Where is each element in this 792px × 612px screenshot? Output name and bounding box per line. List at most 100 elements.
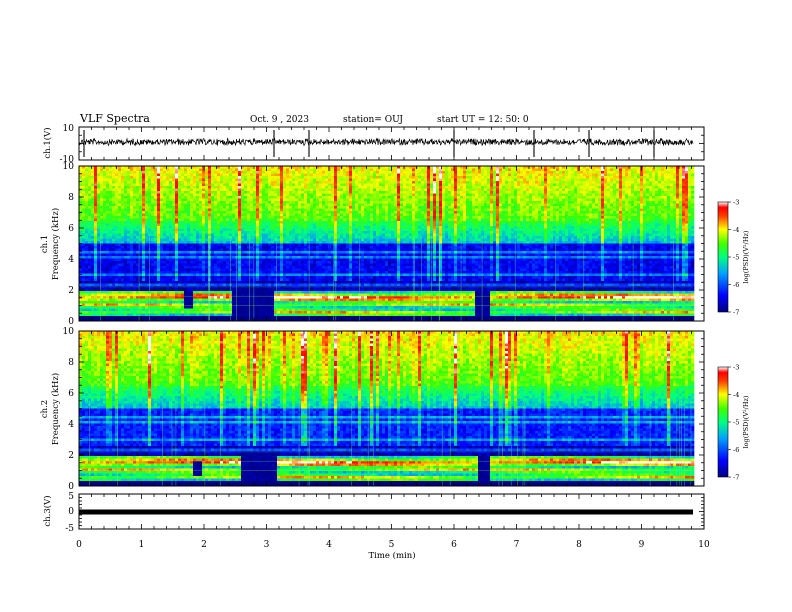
- spectrogram-cell: [259, 201, 263, 204]
- spectrogram-cell: [139, 186, 143, 189]
- spectrogram-cell: [271, 263, 275, 267]
- spectrogram-cell: [184, 268, 188, 272]
- spectrogram-cell: [247, 191, 251, 194]
- spectrogram-cell: [274, 211, 278, 214]
- spectrogram-cell: [115, 258, 119, 262]
- spectrogram-cell: [241, 291, 245, 294]
- spectrogram-cell: [265, 248, 269, 252]
- spectrogram-cell: [166, 213, 170, 217]
- spectrogram-cell: [175, 298, 179, 302]
- spectrogram-cell: [142, 173, 146, 177]
- spectrogram-cell: [175, 288, 179, 292]
- spectrogram-cell: [289, 211, 293, 214]
- spectrogram-cell: [271, 191, 275, 194]
- spectrogram-cell: [247, 306, 251, 309]
- spectrogram-cell: [265, 231, 269, 234]
- spectrogram-cell: [85, 173, 89, 177]
- spectrogram-cell: [238, 198, 242, 202]
- spectrogram-cell: [124, 241, 128, 244]
- spectrogram-cell: [190, 233, 194, 237]
- spectrogram-cell: [163, 253, 167, 257]
- spectrogram-cell: [196, 238, 200, 242]
- spectrogram-cell: [142, 181, 146, 184]
- spectrogram-cell: [181, 273, 185, 277]
- spectrogram-cell: [190, 256, 194, 259]
- spectrogram-cell: [133, 253, 137, 257]
- spectrogram-cell: [106, 226, 110, 229]
- spectrogram-cell: [235, 253, 239, 257]
- spectrogram-cell: [286, 313, 290, 317]
- spectrogram-cell: [292, 228, 296, 232]
- spectrogram-cell: [301, 181, 305, 184]
- spectrogram-cell: [184, 221, 188, 224]
- spectrogram-cell: [184, 211, 188, 214]
- spectrogram-cell: [79, 271, 83, 274]
- spectrogram-cell: [274, 318, 278, 322]
- spectrogram-cell: [205, 311, 209, 314]
- spectrogram-cell: [280, 218, 284, 222]
- spectrogram-cell: [100, 228, 104, 232]
- spectrogram-cell: [139, 248, 143, 252]
- spectrogram-cell: [169, 261, 173, 264]
- spectrogram-cell: [115, 173, 119, 177]
- spectrogram-cell: [124, 308, 128, 312]
- spectrogram-cell: [109, 206, 113, 209]
- spectrogram-cell: [127, 193, 131, 197]
- spectrogram-cell: [196, 176, 200, 179]
- spectrogram-cell: [79, 226, 83, 229]
- spectrogram-cell: [169, 256, 173, 259]
- spectrogram-cell: [181, 236, 185, 239]
- spectrogram-cell: [100, 251, 104, 254]
- spectrogram-cell: [82, 293, 86, 297]
- spectrogram-cell: [247, 293, 251, 297]
- spectrogram-cell: [295, 303, 299, 307]
- spectrogram-cell: [145, 208, 149, 212]
- spectrogram-cell: [289, 281, 293, 284]
- spectrogram-cell: [214, 173, 218, 177]
- spectrogram-cell: [301, 178, 305, 182]
- spectrogram-cell: [199, 243, 203, 247]
- spectrogram-cell: [217, 283, 221, 287]
- spectrogram-cell: [259, 271, 263, 274]
- spectrogram-cell: [154, 273, 158, 277]
- spectrogram-cell: [253, 258, 257, 262]
- spectrogram-cell: [187, 193, 191, 197]
- spectrogram-cell: [196, 168, 200, 172]
- spectrogram-cell: [220, 306, 224, 309]
- spectrogram-cell: [229, 231, 233, 234]
- spectrogram-cell: [226, 288, 230, 292]
- spectrogram-cell: [280, 188, 284, 192]
- spectrogram-cell: [112, 271, 116, 274]
- spectrogram-cell: [181, 221, 185, 224]
- spectrogram-cell: [169, 243, 173, 247]
- spectrogram-cell: [196, 251, 200, 254]
- spectrogram-cell: [115, 228, 119, 232]
- spectrogram-cell: [199, 166, 203, 169]
- spectrogram-cell: [184, 183, 188, 187]
- spectrogram-cell: [274, 243, 278, 247]
- spectrogram-cell: [133, 181, 137, 184]
- spectrogram-cell: [241, 226, 245, 229]
- spectrogram-cell: [190, 178, 194, 182]
- spectrogram-cell: [154, 298, 158, 302]
- spectrogram-cell: [310, 171, 314, 174]
- spectrogram-cell: [91, 318, 95, 322]
- spectrogram-cell: [217, 178, 221, 182]
- spectrogram-cell: [85, 288, 89, 292]
- spectrogram-cell: [127, 178, 131, 182]
- spectrogram-cell: [88, 218, 92, 222]
- spectrogram-cell: [94, 216, 98, 219]
- spectrogram-cell: [283, 171, 287, 174]
- spectrogram-cell: [121, 221, 125, 224]
- spectrogram-cell: [157, 243, 161, 247]
- spectrogram-cell: [292, 271, 296, 274]
- spectrogram-cell: [307, 278, 311, 282]
- spectrogram-cell: [106, 231, 110, 234]
- spectrogram-cell: [190, 301, 194, 304]
- spectrogram-cell: [265, 273, 269, 277]
- spectrogram-cell: [295, 188, 299, 192]
- spectrogram-cell: [193, 241, 197, 244]
- spectrogram-cell: [223, 276, 227, 279]
- spectrogram-cell: [181, 246, 185, 249]
- spectrogram-cell: [223, 286, 227, 289]
